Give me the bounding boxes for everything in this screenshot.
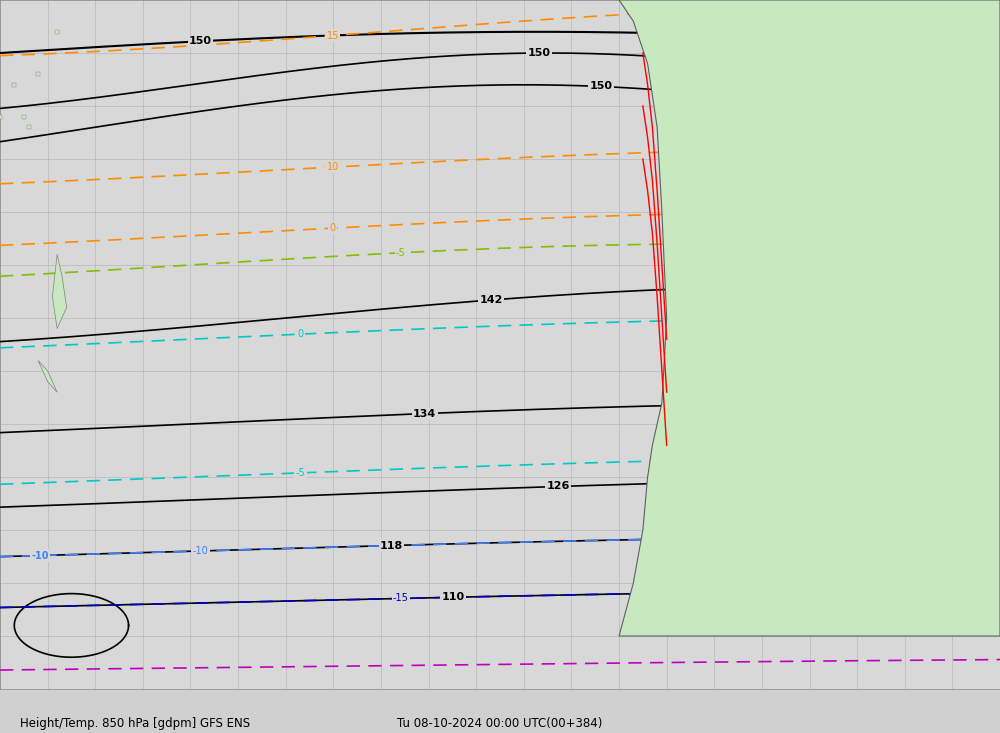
Text: 150: 150 [590, 81, 613, 92]
Text: 0: 0 [330, 223, 336, 233]
Text: 110: 110 [442, 592, 465, 603]
Text: 126: 126 [546, 482, 570, 491]
Text: 142: 142 [480, 295, 503, 305]
Polygon shape [38, 361, 57, 392]
Text: 150: 150 [528, 48, 551, 58]
Polygon shape [52, 254, 67, 328]
Text: 10: 10 [327, 162, 339, 172]
Text: Height/Temp. 850 hPa [gdpm] GFS ENS: Height/Temp. 850 hPa [gdpm] GFS ENS [20, 717, 250, 729]
Text: 118: 118 [380, 540, 403, 550]
Text: -5: -5 [296, 468, 305, 478]
Text: Tu 08-10-2024 00:00 UTC(00+384): Tu 08-10-2024 00:00 UTC(00+384) [397, 717, 603, 729]
Text: -5: -5 [396, 248, 406, 258]
Text: 150: 150 [189, 36, 212, 46]
Text: 134: 134 [413, 408, 436, 419]
Text: -10: -10 [193, 546, 208, 556]
Text: 0: 0 [298, 329, 304, 339]
Polygon shape [619, 0, 1000, 636]
Text: -10: -10 [31, 550, 49, 561]
Text: -15: -15 [393, 593, 409, 603]
Text: 15: 15 [326, 31, 339, 40]
